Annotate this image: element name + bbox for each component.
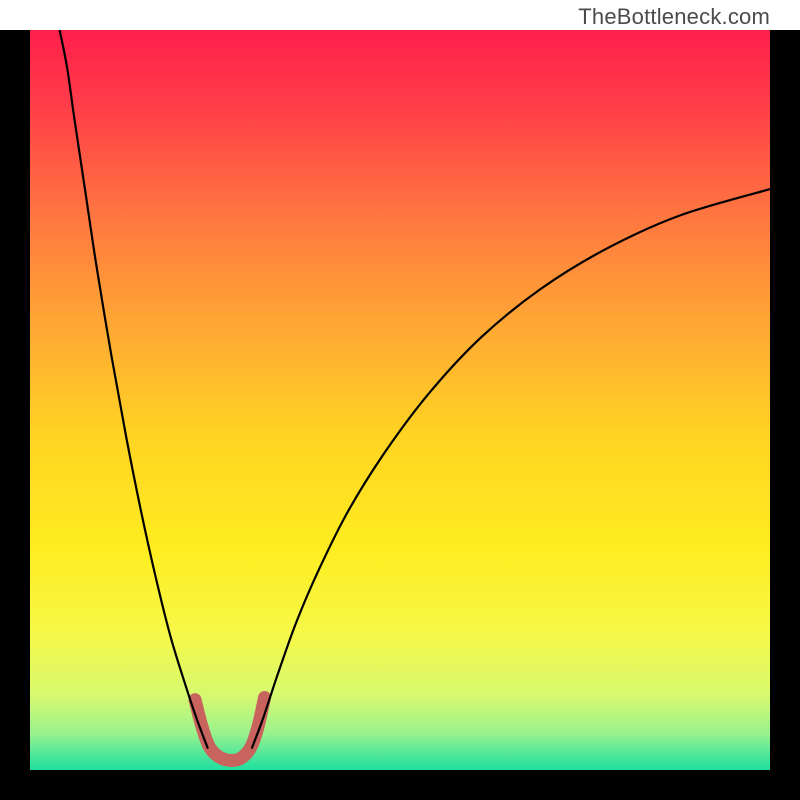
watermark-text: TheBottleneck.com xyxy=(578,4,770,30)
chart-svg xyxy=(30,30,770,770)
frame-border-bottom xyxy=(0,770,800,800)
frame-border-right xyxy=(770,0,800,800)
highlight-u-curve xyxy=(195,697,265,760)
curve-left xyxy=(60,30,208,748)
curve-right xyxy=(252,189,770,748)
plot-area xyxy=(30,30,770,770)
frame-border-left xyxy=(0,0,30,800)
